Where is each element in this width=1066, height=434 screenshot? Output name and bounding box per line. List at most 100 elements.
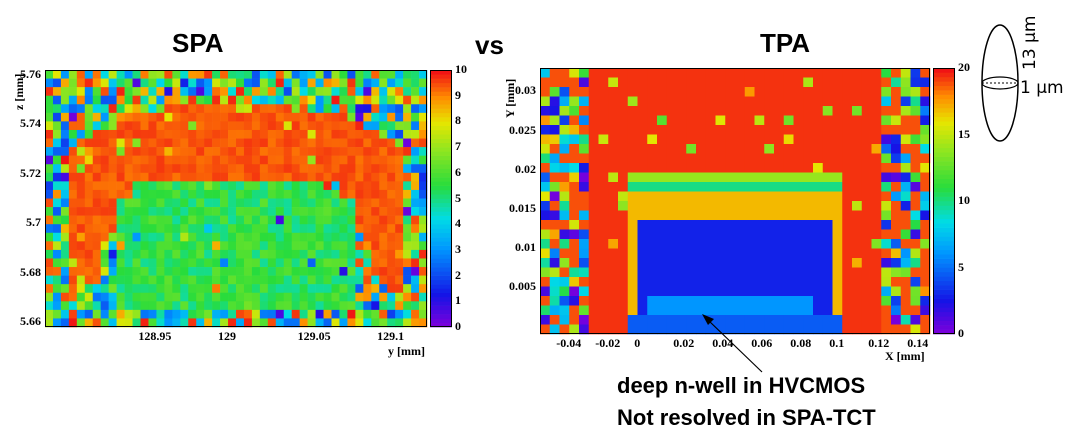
spa-cell — [411, 309, 420, 319]
spa-cell — [196, 215, 205, 225]
tpa-cell — [598, 220, 609, 230]
spa-cell — [275, 181, 285, 191]
tpa-cell — [813, 258, 824, 268]
tpa-cell — [754, 77, 765, 88]
spa-cell — [164, 70, 173, 79]
spa-cell — [116, 207, 125, 216]
tpa-cell — [588, 258, 599, 268]
tpa-cell — [676, 258, 687, 268]
spa-cell — [291, 78, 300, 88]
spa-cell — [45, 87, 54, 96]
spa-cell — [339, 189, 348, 199]
spa-cell — [196, 258, 205, 268]
tpa-cell — [754, 210, 765, 221]
tpa-cell — [657, 77, 668, 88]
spa-cell — [180, 164, 189, 174]
tpa-cell — [725, 210, 736, 221]
spa-cell — [283, 207, 293, 216]
spa-cell — [339, 87, 348, 96]
tpa-cell — [920, 286, 931, 297]
tpa-cell — [618, 182, 629, 192]
spa-cell — [323, 215, 332, 225]
spa-cell — [172, 112, 181, 122]
spa-cell — [140, 147, 149, 156]
spa-cell — [76, 292, 86, 302]
spa-cell — [275, 87, 285, 96]
tpa-xtick-label: 0.14 — [907, 336, 929, 350]
spa-cell — [68, 258, 78, 268]
spa-cell — [371, 164, 380, 174]
spa-cell — [76, 267, 86, 276]
tpa-colorbar-segment — [933, 143, 955, 149]
tpa-cell — [579, 305, 590, 316]
tpa-cell — [910, 144, 921, 154]
spa-cell — [180, 121, 189, 131]
tpa-cell — [588, 229, 599, 240]
tpa-cell — [793, 201, 804, 211]
spa-cell — [84, 172, 94, 182]
tpa-cell — [676, 210, 687, 221]
tpa-cell — [735, 87, 746, 97]
spa-cell — [148, 189, 157, 199]
spa-cell — [379, 241, 388, 251]
spa-cell — [180, 138, 189, 148]
tpa-cell — [715, 106, 726, 116]
tpa-cell — [813, 315, 824, 325]
spa-cell — [395, 198, 404, 208]
spa-cell — [92, 258, 102, 268]
tpa-cell — [608, 125, 619, 135]
spa-cell — [275, 284, 285, 294]
tpa-cell — [920, 77, 931, 88]
spa-cell — [108, 292, 117, 302]
spa-cell — [395, 301, 404, 311]
spa-cell — [379, 78, 388, 88]
tpa-cell — [657, 191, 668, 202]
spa-cell — [339, 241, 348, 251]
tpa-cell — [822, 210, 833, 221]
spa-cell — [331, 258, 340, 268]
tpa-cell — [735, 191, 746, 202]
tpa-cell — [910, 305, 921, 316]
tpa-cell — [871, 305, 882, 316]
tpa-cell — [764, 239, 775, 249]
spa-cell — [180, 232, 189, 242]
tpa-cell — [842, 115, 853, 126]
spa-cell — [76, 78, 86, 88]
spa-cell — [68, 155, 78, 165]
tpa-cell — [735, 163, 746, 173]
spa-cell — [403, 129, 412, 139]
spa-cell — [339, 267, 348, 276]
tpa-cell — [579, 286, 590, 297]
spa-cell — [411, 301, 420, 311]
spa-cell — [371, 292, 380, 302]
tpa-cell — [637, 267, 648, 278]
tpa-cell — [549, 153, 560, 164]
tpa-cell — [676, 315, 687, 325]
tpa-cell — [744, 134, 755, 145]
spa-cell — [188, 104, 197, 114]
tpa-cell — [647, 220, 658, 230]
tpa-cell — [881, 87, 892, 97]
spa-cell — [180, 275, 189, 285]
spa-cell — [347, 95, 356, 105]
tpa-cell — [910, 172, 921, 183]
spa-cell — [339, 284, 348, 294]
tpa-colorbar-segment — [933, 187, 955, 193]
spa-cell — [45, 207, 54, 216]
spa-cell — [164, 95, 173, 105]
spa-cell — [259, 181, 269, 191]
tpa-cell — [618, 277, 629, 287]
tpa-cell — [920, 210, 931, 221]
tpa-cell — [735, 106, 746, 116]
spa-cell — [275, 309, 285, 319]
spa-cell — [68, 207, 78, 216]
spa-cell — [411, 95, 420, 105]
tpa-cell — [598, 324, 609, 335]
spa-cell — [220, 232, 229, 242]
tpa-cell — [608, 220, 619, 230]
tpa-cell — [871, 258, 882, 268]
tpa-cell — [627, 125, 638, 135]
spa-cell — [108, 241, 117, 251]
spa-cell — [283, 267, 293, 276]
tpa-cell — [725, 68, 736, 78]
